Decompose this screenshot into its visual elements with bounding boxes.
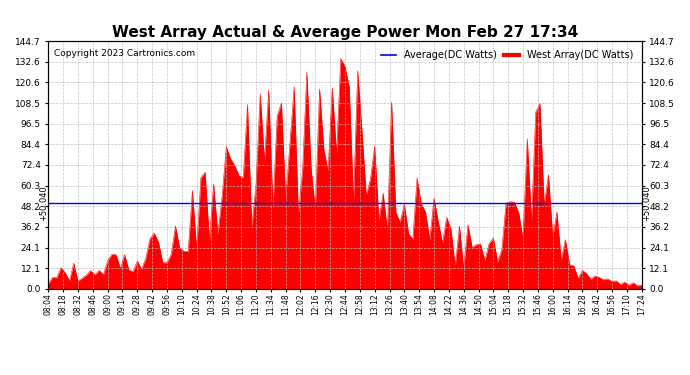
Text: +50.040: +50.040	[642, 185, 651, 221]
Text: Copyright 2023 Cartronics.com: Copyright 2023 Cartronics.com	[55, 49, 195, 58]
Legend: Average(DC Watts), West Array(DC Watts): Average(DC Watts), West Array(DC Watts)	[377, 46, 637, 64]
Text: +50.040: +50.040	[39, 185, 48, 221]
Title: West Array Actual & Average Power Mon Feb 27 17:34: West Array Actual & Average Power Mon Fe…	[112, 25, 578, 40]
